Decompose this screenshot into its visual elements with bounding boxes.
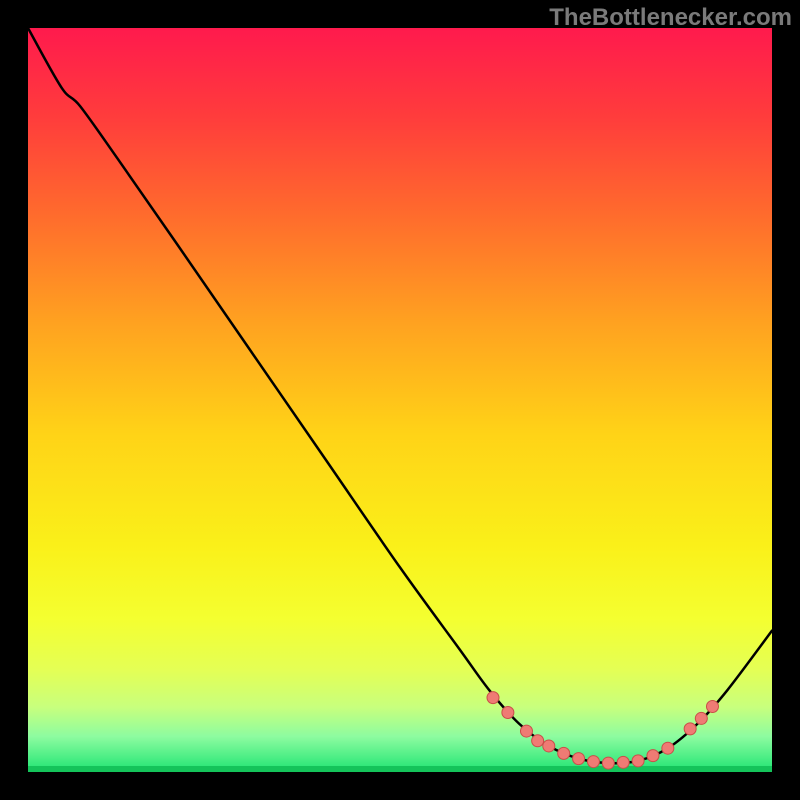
data-marker (602, 757, 614, 769)
bottom-band (28, 766, 772, 772)
data-marker (662, 742, 674, 754)
data-marker (617, 756, 629, 768)
data-marker (532, 735, 544, 747)
chart-container: TheBottlenecker.com (0, 0, 800, 800)
data-marker (502, 706, 514, 718)
data-marker (520, 725, 532, 737)
plot-area (28, 28, 772, 772)
data-marker (647, 750, 659, 762)
watermark-label: TheBottlenecker.com (549, 4, 792, 32)
gradient-background (28, 28, 772, 766)
data-marker (695, 712, 707, 724)
data-marker (706, 701, 718, 713)
data-marker (487, 692, 499, 704)
data-marker (558, 747, 570, 759)
data-marker (632, 755, 644, 767)
data-marker (543, 740, 555, 752)
data-marker (587, 756, 599, 768)
data-marker (573, 753, 585, 765)
data-marker (684, 723, 696, 735)
